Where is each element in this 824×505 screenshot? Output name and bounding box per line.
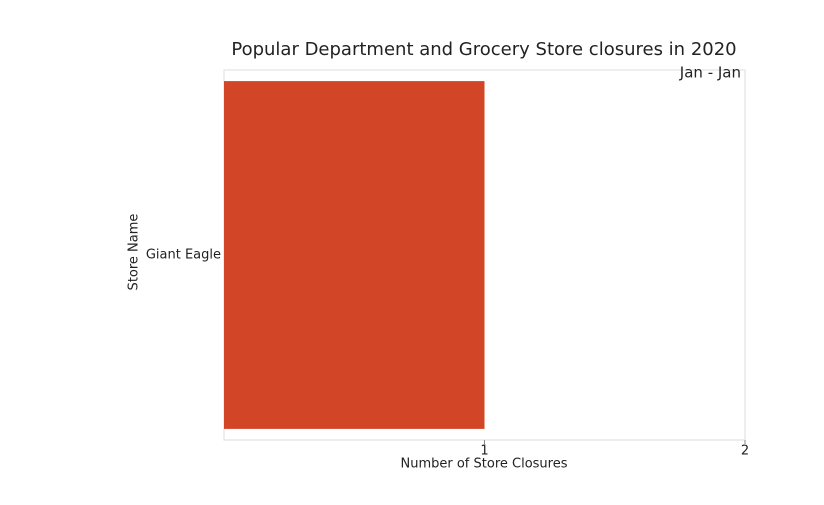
x-tick-label: 1 (480, 444, 488, 459)
y-axis-label: Store Name (127, 214, 142, 291)
y-tick-label: Giant Eagle (146, 248, 221, 263)
chart-title: Popular Department and Grocery Store clo… (231, 39, 736, 60)
x-tick-label: 2 (741, 444, 749, 459)
bar (224, 81, 485, 429)
x-axis-label: Number of Store Closures (401, 457, 568, 472)
annotation: Jan - Jan (679, 64, 741, 82)
